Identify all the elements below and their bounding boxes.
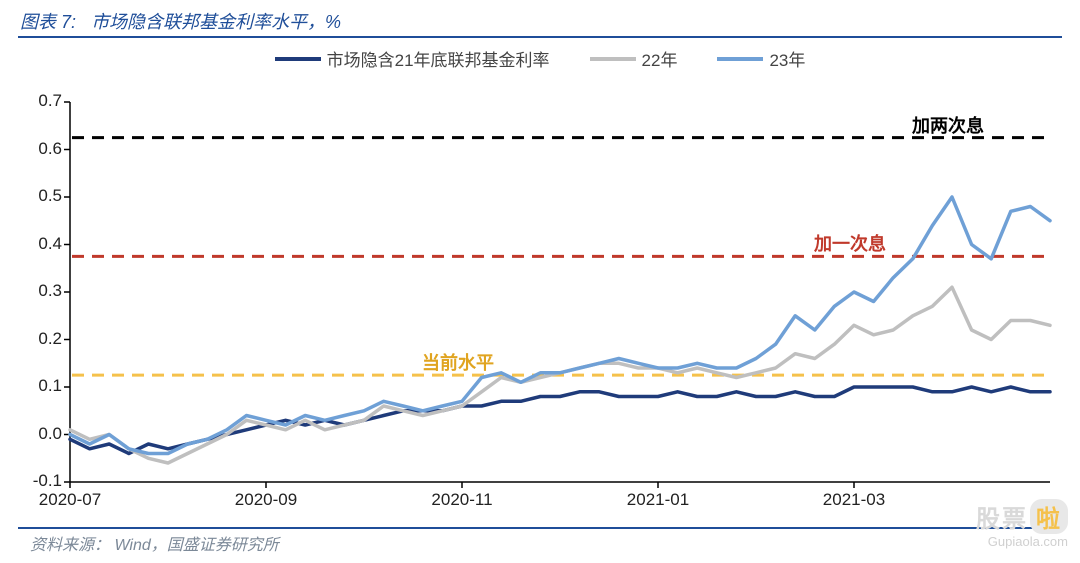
y-tick-label: 0.5: [20, 186, 62, 206]
legend-swatch: [275, 57, 321, 61]
plot-area: -0.10.00.10.20.30.40.50.60.72020-072020-…: [70, 102, 1050, 482]
reference-line-label: 当前水平: [422, 349, 494, 375]
source-text: Wind，国盛证券研究所: [114, 537, 278, 554]
watermark: 股票啦 Gupiaola.com: [976, 499, 1068, 549]
x-tick-label: 2020-09: [226, 490, 306, 510]
legend-swatch: [717, 57, 763, 61]
figure-title-text: 市场隐含联邦基金利率水平，%: [91, 12, 341, 32]
legend: 市场隐含21年底联邦基金利率 22年 23年: [0, 46, 1080, 71]
legend-label: 23年: [769, 46, 805, 71]
legend-item: 市场隐含21年底联邦基金利率: [275, 46, 550, 71]
figure-number: 图表 7:: [20, 12, 76, 32]
legend-item: 22年: [590, 46, 678, 71]
legend-label: 市场隐含21年底联邦基金利率: [327, 46, 550, 71]
y-tick-label: 0.0: [20, 424, 62, 444]
figure-title: 图表 7: 市场隐含联邦基金利率水平，%: [20, 8, 341, 34]
y-tick-label: 0.2: [20, 329, 62, 349]
y-tick-label: 0.6: [20, 139, 62, 159]
source-prefix: 资料来源：: [30, 537, 110, 554]
source-line: 资料来源： Wind，国盛证券研究所: [30, 531, 279, 555]
chart-figure: 图表 7: 市场隐含联邦基金利率水平，% 市场隐含21年底联邦基金利率 22年 23…: [0, 0, 1080, 563]
watermark-sub: Gupiaola.com: [976, 534, 1068, 549]
x-tick-label: 2021-03: [814, 490, 894, 510]
x-tick-label: 2020-11: [422, 490, 502, 510]
reference-line-label: 加两次息: [912, 112, 984, 138]
y-tick-label: 0.4: [20, 234, 62, 254]
plot-svg: [70, 102, 1050, 482]
y-tick-label: 0.1: [20, 376, 62, 396]
legend-swatch: [590, 57, 636, 61]
bottom-rule: [18, 527, 1062, 529]
title-rule: [18, 36, 1062, 38]
y-tick-label: 0.3: [20, 281, 62, 301]
legend-item: 23年: [717, 46, 805, 71]
y-tick-label: 0.7: [20, 91, 62, 111]
series-line: [70, 387, 1050, 454]
legend-label: 22年: [642, 46, 678, 71]
x-tick-label: 2021-01: [618, 490, 698, 510]
series-line: [70, 197, 1050, 454]
y-tick-label: -0.1: [20, 471, 62, 491]
x-tick-label: 2020-07: [30, 490, 110, 510]
reference-line-label: 加一次息: [814, 230, 886, 256]
